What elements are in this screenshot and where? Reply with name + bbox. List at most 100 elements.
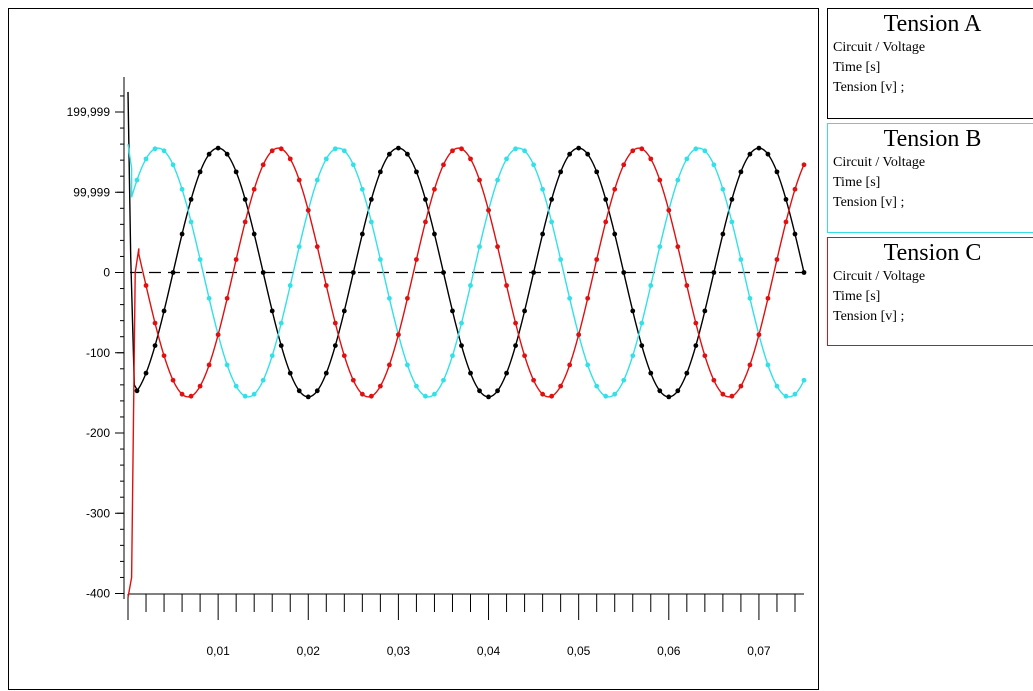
series-point-tension-a — [531, 270, 536, 275]
legend-line: Tension [v] ; — [833, 309, 905, 324]
x-tick-label: 0,01 — [206, 644, 230, 658]
series-point-tension-b — [206, 295, 212, 301]
series-point-tension-a — [774, 169, 780, 175]
series-point-tension-a — [540, 231, 546, 237]
y-tick-label: 99,999 — [73, 185, 110, 199]
series-point-tension-b — [549, 219, 555, 225]
series-point-tension-b — [648, 283, 654, 288]
series-point-tension-b — [441, 377, 446, 383]
series-point-tension-c — [720, 391, 726, 397]
series-point-tension-a — [215, 145, 221, 151]
series-point-tension-b — [260, 377, 266, 383]
series-point-tension-c — [359, 391, 365, 397]
series-point-tension-a — [197, 169, 203, 175]
series-point-tension-a — [729, 196, 735, 202]
series-point-tension-a — [269, 308, 275, 314]
series-layer — [127, 91, 807, 598]
series-point-tension-a — [720, 231, 726, 237]
series-point-tension-b — [792, 391, 798, 397]
x-tick-label: 0,04 — [477, 644, 501, 658]
series-point-tension-a — [558, 169, 564, 175]
series-point-tension-b — [224, 362, 230, 368]
series-point-tension-c — [170, 377, 176, 383]
y-tick-label: -300 — [86, 506, 110, 520]
series-point-tension-b — [170, 162, 176, 168]
series-point-tension-a — [450, 308, 455, 314]
series-point-tension-a — [305, 394, 311, 400]
series-point-tension-a — [711, 270, 717, 275]
legend-line: Circuit / Voltage — [833, 155, 926, 170]
series-point-tension-c — [233, 257, 239, 262]
series-point-tension-b — [513, 146, 518, 152]
series-point-tension-c — [567, 362, 573, 368]
series-point-tension-c — [522, 353, 527, 359]
series-point-tension-b — [450, 353, 455, 359]
series-point-tension-b — [287, 283, 293, 288]
series-point-tension-c — [368, 393, 374, 399]
legend-title: Tension A — [883, 11, 982, 37]
series-point-tension-b — [747, 295, 753, 301]
series-point-tension-b — [774, 383, 780, 389]
series-point-tension-a — [224, 151, 230, 157]
series-point-tension-a — [630, 308, 636, 314]
y-tick-label: -400 — [86, 587, 110, 601]
series-point-tension-b — [720, 186, 726, 192]
series-point-tension-b — [386, 295, 392, 301]
series-point-tension-b — [432, 391, 437, 397]
legend-tension-c: Tension C Circuit / Voltage Time [s] Ten… — [827, 237, 1033, 346]
series-point-tension-a — [702, 308, 708, 314]
x-tick-label: 0,07 — [747, 644, 771, 658]
series-point-tension-a — [396, 145, 401, 151]
series-point-tension-b — [729, 219, 735, 225]
series-point-tension-a — [386, 151, 392, 157]
series-point-tension-a — [260, 270, 266, 275]
series-point-tension-b — [738, 257, 744, 262]
y-tick-label: 0 — [103, 266, 110, 280]
series-point-tension-a — [765, 151, 771, 157]
series-point-tension-c — [450, 148, 455, 154]
series-point-tension-c — [774, 257, 780, 262]
series-point-tension-c — [386, 362, 392, 368]
series-point-tension-c — [197, 383, 203, 389]
series-point-tension-c — [278, 146, 284, 152]
series-point-tension-b — [134, 177, 140, 183]
x-tick-label: 0,05 — [567, 644, 591, 658]
series-point-tension-a — [612, 231, 618, 237]
legend-line: Tension [v] ; — [833, 195, 905, 210]
series-point-tension-b — [468, 283, 473, 288]
series-point-tension-c — [639, 146, 645, 152]
series-point-tension-c — [576, 332, 582, 338]
series-point-tension-c — [432, 186, 437, 192]
series-point-tension-a — [134, 388, 140, 394]
series-point-tension-b — [188, 219, 194, 225]
series-point-tension-c — [477, 177, 482, 183]
y-tick-label: -100 — [86, 346, 110, 360]
series-point-tension-a — [359, 231, 365, 237]
series-point-tension-b — [359, 186, 365, 192]
series-point-tension-c — [161, 353, 167, 359]
series-point-tension-c — [441, 162, 446, 168]
series-point-tension-c — [630, 148, 636, 154]
legend-line: Time [s] — [833, 289, 881, 304]
series-point-tension-a — [783, 196, 789, 202]
series-point-tension-c — [612, 186, 618, 192]
series-point-tension-a — [675, 388, 681, 394]
series-point-tension-c — [747, 362, 753, 368]
series-point-tension-c — [783, 219, 789, 225]
series-point-tension-c — [405, 295, 410, 301]
series-point-tension-c — [540, 391, 546, 397]
series-line-tension-a — [127, 91, 805, 398]
legend-title: Tension C — [883, 240, 982, 266]
series-point-tension-a — [179, 231, 185, 237]
series-point-tension-b — [269, 353, 275, 359]
series-point-tension-b — [702, 148, 708, 154]
series-point-tension-a — [513, 343, 518, 349]
series-point-tension-c — [792, 186, 798, 192]
series-point-tension-c — [323, 283, 329, 288]
legend-line: Circuit / Voltage — [833, 269, 926, 284]
series-point-tension-c — [206, 362, 212, 368]
series-point-tension-a — [332, 343, 338, 349]
series-point-tension-b — [639, 320, 645, 326]
series-point-tension-c — [756, 332, 762, 338]
series-point-tension-b — [558, 257, 564, 262]
